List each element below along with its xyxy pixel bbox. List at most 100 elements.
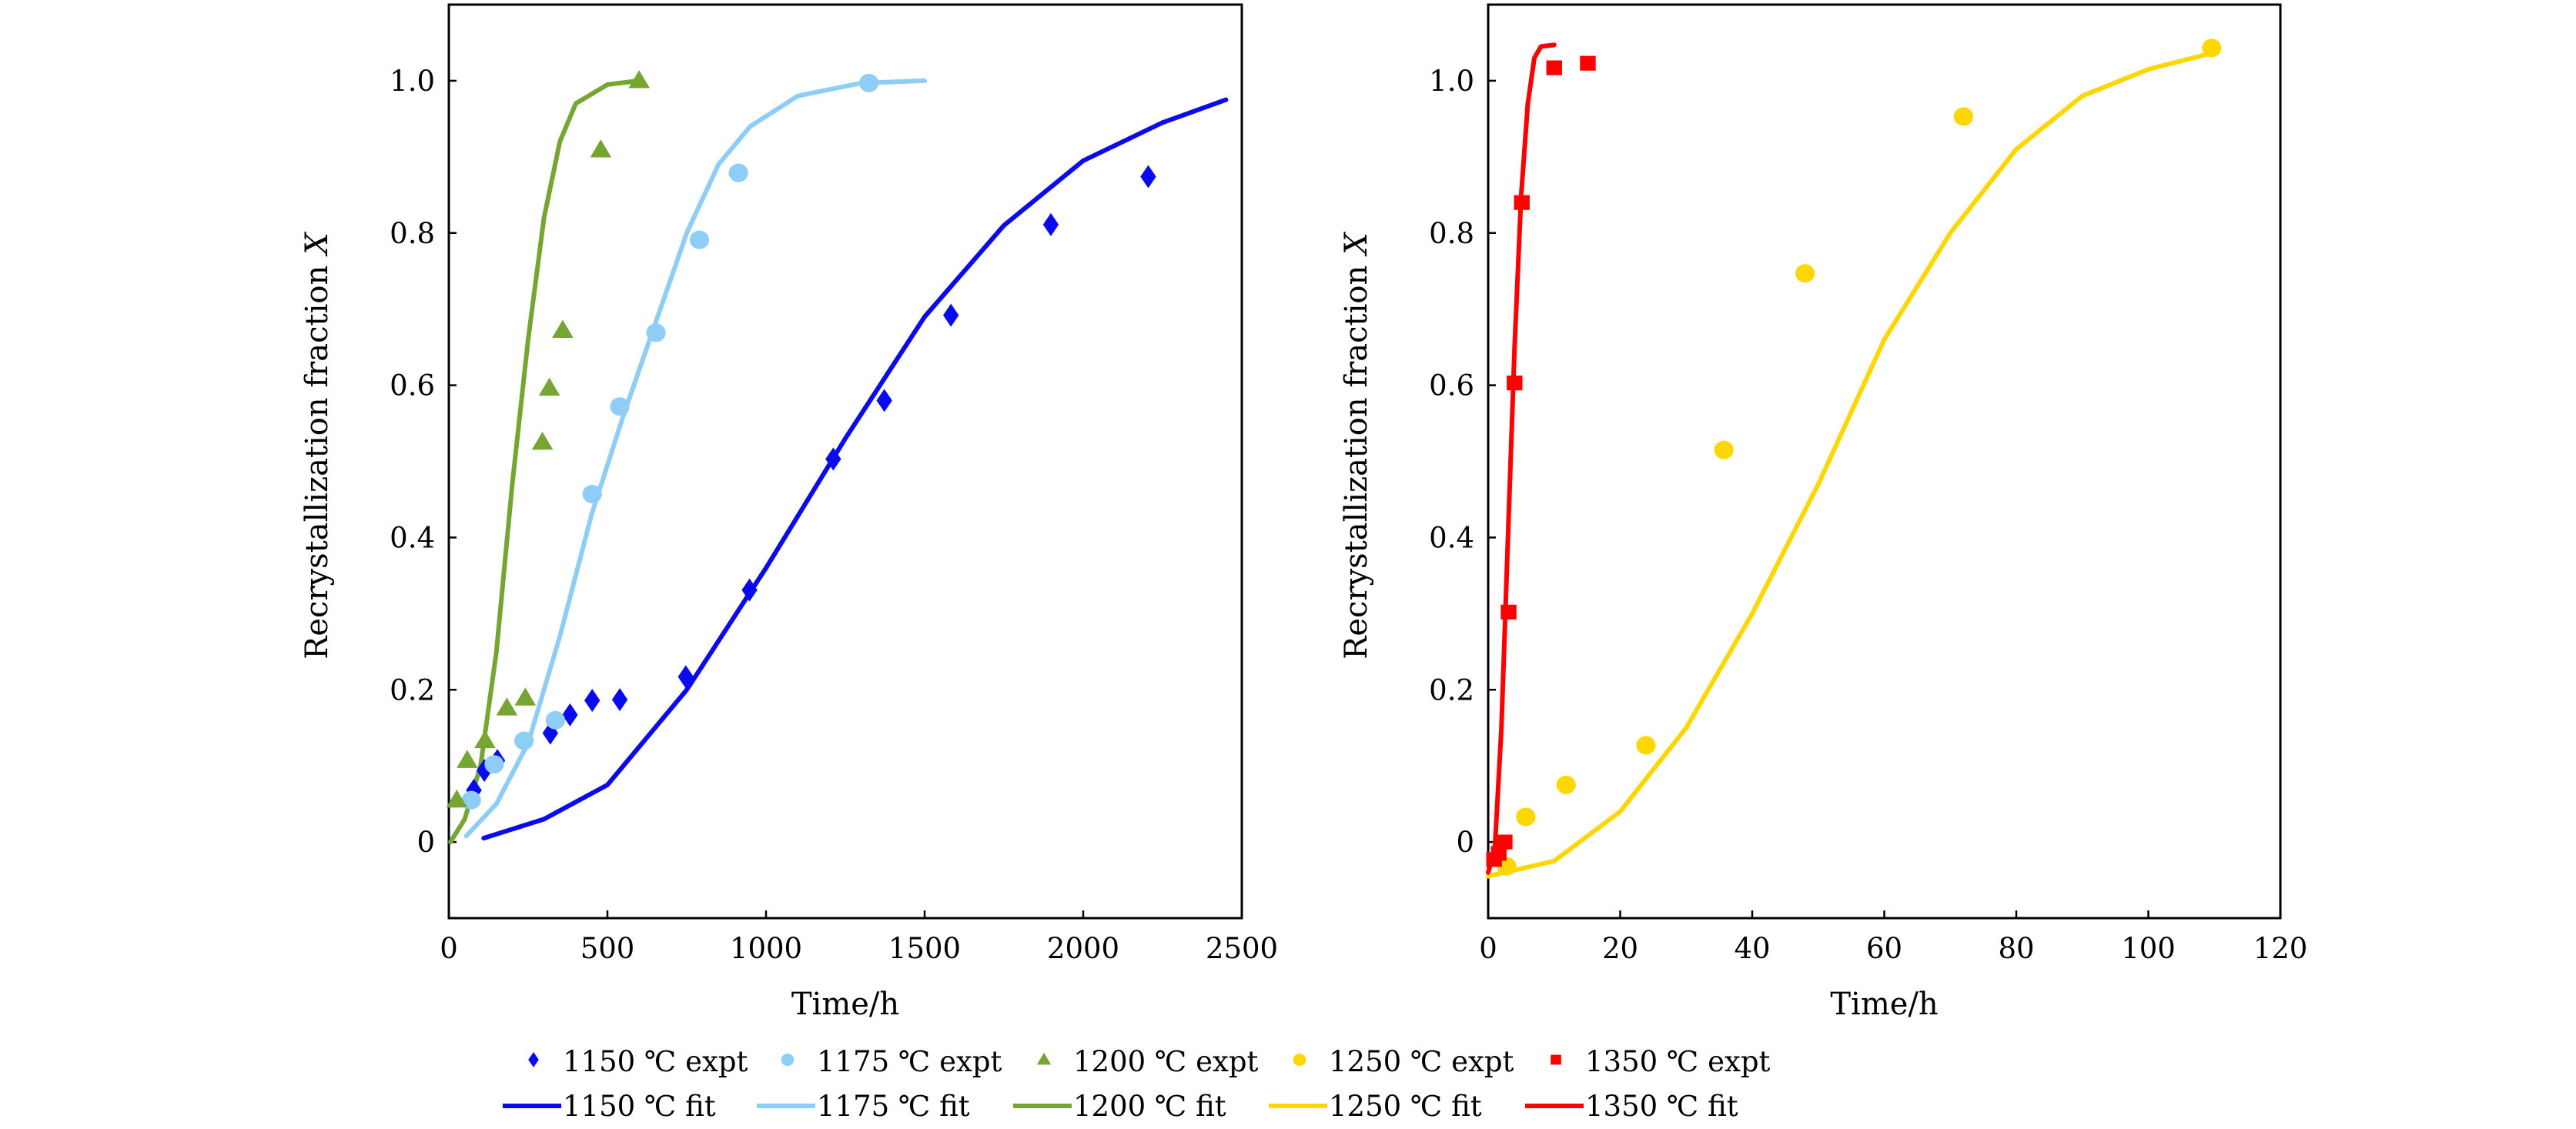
data-point: [1556, 775, 1576, 794]
data-point: [689, 230, 710, 249]
x-tick-label: 1500: [888, 932, 961, 965]
x-tick-label: 120: [2253, 932, 2308, 965]
chart-panel-2: 0 20 40 60 80 100 120 0 0.2 0.4 0.6 0.8 1.0 Time/h Rec…: [1339, 3, 2308, 1022]
legend-item: 1175 ℃ expt: [781, 1045, 1002, 1078]
legend-marker: [781, 1054, 795, 1066]
data-point: [461, 790, 481, 810]
data-point: [1546, 60, 1562, 75]
legend-item: 1200 ℃ expt: [1036, 1045, 1259, 1078]
data-point: [474, 730, 496, 749]
fit-line-1175: [463, 78, 927, 839]
data-point: [611, 688, 628, 712]
x-axis-label: Time/h: [1830, 987, 1938, 1022]
data-point: [496, 697, 518, 716]
y-tick-label: 0.4: [390, 521, 435, 554]
y-axis-label: Recrystallization fraction X: [299, 232, 335, 660]
series-1150-expt: [466, 165, 1156, 802]
legend-item: 1350 ℃ fit: [1525, 1090, 1738, 1123]
data-point: [677, 665, 694, 689]
legend-label: 1200 ℃ expt: [1073, 1045, 1259, 1078]
y-tick-label: 0.6: [1429, 369, 1474, 402]
data-point: [1580, 55, 1596, 71]
legend-label: 1175 ℃ expt: [817, 1045, 1002, 1078]
data-point: [562, 703, 578, 727]
data-point: [457, 750, 478, 768]
data-point: [741, 578, 758, 602]
legend-item: 1350 ℃ expt: [1551, 1045, 1771, 1078]
y-axis-label-text: Recrystallization fraction: [1339, 266, 1374, 660]
y-tick-label: 0.8: [390, 217, 435, 250]
y-tick-label: 0: [1456, 826, 1474, 859]
data-point: [1140, 165, 1156, 189]
data-point: [1714, 440, 1734, 459]
x-tick-label: 2000: [1047, 932, 1119, 965]
y-axis-label-text: Recrystallization fraction: [299, 266, 335, 660]
data-point: [825, 447, 841, 471]
data-point: [1507, 376, 1523, 391]
data-point: [628, 70, 650, 89]
data-point: [476, 759, 493, 783]
y-tick-label: 0.6: [390, 369, 435, 402]
legend-marker: [1293, 1054, 1306, 1066]
x-axis-label: Time/h: [791, 987, 899, 1022]
legend-marker: [1551, 1054, 1561, 1065]
data-point: [1795, 264, 1815, 283]
series-1175-expt: [461, 73, 879, 810]
fit-line-1250: [1486, 52, 2210, 879]
y-tick-label: 0.2: [1429, 673, 1474, 706]
data-point: [446, 789, 468, 808]
data-point: [582, 485, 602, 504]
y-tick-label: 1.0: [1429, 65, 1474, 98]
data-point: [610, 397, 630, 416]
data-point: [538, 377, 560, 396]
data-point: [484, 755, 504, 774]
data-point: [1042, 212, 1059, 236]
legend-item: 1250 ℃ fit: [1269, 1090, 1482, 1123]
x-tick-label: 20: [1602, 932, 1638, 965]
legend-item: 1250 ℃ expt: [1293, 1045, 1514, 1078]
data-point: [552, 319, 574, 338]
legend-marker: [528, 1052, 539, 1067]
legend-item: 1175 ℃ fit: [757, 1090, 970, 1123]
data-point: [1516, 807, 1536, 827]
data-point: [590, 139, 612, 158]
x-tick-label: 0: [1479, 932, 1497, 965]
data-point: [2202, 38, 2222, 58]
data-point: [545, 710, 566, 730]
legend-marker: [1036, 1052, 1052, 1065]
legend-item: 1200 ℃ fit: [1013, 1090, 1226, 1123]
legend-label: 1175 ℃ fit: [817, 1090, 970, 1123]
plot-frame: [447, 3, 1243, 920]
legend-item: 1150 ℃ fit: [503, 1090, 716, 1123]
data-point: [646, 323, 666, 342]
y-tick-label: 0.8: [1429, 217, 1474, 250]
series-1350-expt: [1486, 55, 1596, 867]
data-point: [876, 389, 892, 413]
y-tick-label: 0.2: [390, 673, 435, 706]
x-tick-label: 2500: [1206, 932, 1278, 965]
series-1200-expt: [446, 70, 650, 808]
x-tick-label: 100: [2121, 932, 2176, 965]
x-tick-label: 60: [1866, 932, 1902, 965]
data-point: [514, 731, 534, 750]
data-point: [1490, 846, 1507, 861]
legend-label: 1350 ℃ expt: [1585, 1045, 1771, 1078]
legend-label: 1350 ℃ fit: [1585, 1090, 1738, 1123]
y-axis-label-variable: X: [299, 232, 335, 257]
y-axis-label: Recrystallization fraction X: [1339, 232, 1374, 660]
y-axis-label-variable: X: [1339, 232, 1374, 257]
x-tick-label: 500: [580, 932, 635, 965]
data-point: [858, 73, 879, 92]
y-tick-label: 0.4: [1429, 521, 1474, 554]
fit-line-1150: [481, 97, 1229, 841]
x-tick-label: 1000: [730, 932, 802, 965]
legend-label: 1150 ℃ expt: [563, 1045, 748, 1078]
x-tick-label: 80: [1998, 932, 2034, 965]
x-tick-label: 40: [1734, 932, 1770, 965]
data-point: [942, 303, 959, 327]
data-point: [728, 163, 748, 182]
data-point: [1636, 736, 1656, 755]
legend-label: 1250 ℃ expt: [1329, 1045, 1514, 1078]
data-point: [584, 689, 601, 713]
